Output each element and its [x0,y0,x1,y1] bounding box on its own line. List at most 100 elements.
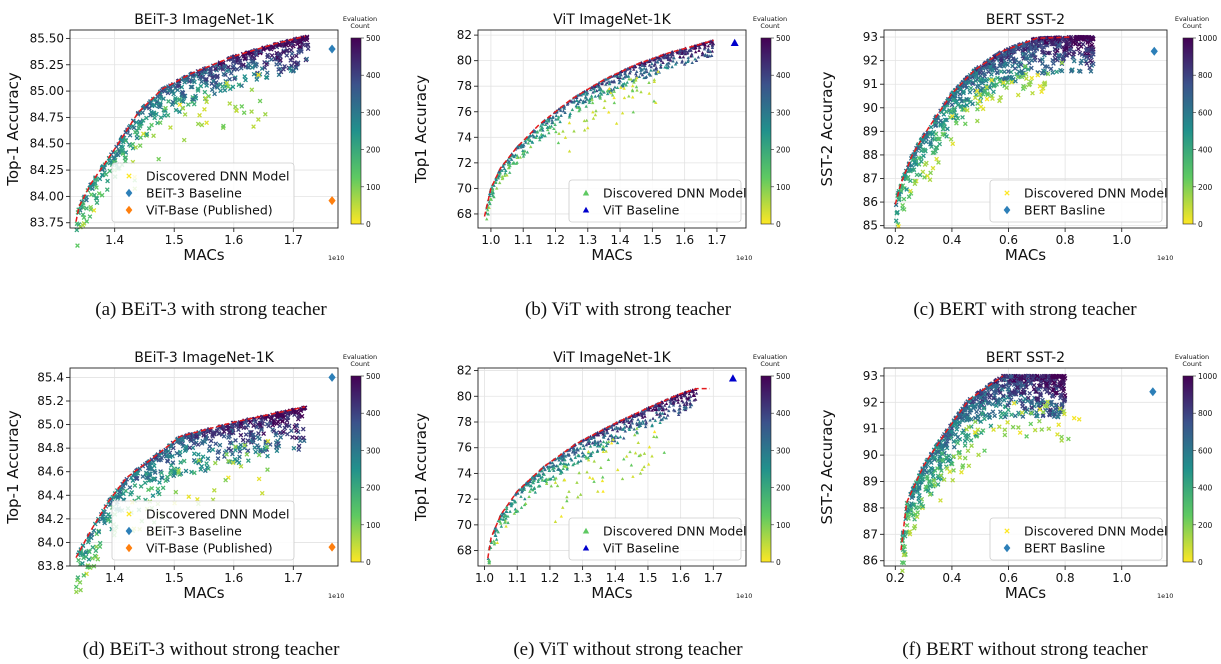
discovered-point-x [164,474,170,480]
discovered-point-x [1071,51,1076,57]
colorbar-tick-label: 200 [776,484,791,493]
discovered-point-x [938,498,943,503]
discovered-point-x [1027,81,1033,87]
discovered-point-triangle [632,427,636,431]
discovered-point-triangle [559,113,563,117]
discovered-point-triangle [602,105,606,110]
discovered-point-triangle [506,163,511,167]
discovered-point-x [933,131,939,137]
discovered-point-x [224,68,230,74]
x-tick-label: 1.7 [284,233,303,247]
discovered-point-x [252,61,258,67]
discovered-point-triangle [488,202,492,206]
discovered-point-x [1023,76,1029,81]
discovered-point-x [188,84,194,90]
discovered-point-x [955,115,961,121]
baseline-marker [728,374,737,382]
discovered-point-x [1073,41,1079,47]
discovered-point-x [291,445,297,451]
panel-caption: (d) BEiT-3 without strong teacher [83,639,340,660]
discovered-point-x [930,473,936,479]
discovered-point-x [305,42,311,48]
discovered-point-x [960,114,965,120]
discovered-point-triangle [569,457,573,461]
discovered-point-x [294,61,300,67]
discovered-point-x [193,459,199,465]
discovered-point-x [212,460,218,466]
discovered-point-x [179,84,185,90]
discovered-point-triangle [583,95,588,99]
y-axis-label: Top-1 Accuracy [4,72,22,187]
discovered-point-x [97,544,103,550]
discovered-point-x [269,57,274,62]
discovered-point-triangle [508,509,512,513]
discovered-point-triangle [664,401,669,406]
colorbar-title: Evaluation [1175,15,1209,23]
discovered-point-x [1032,55,1038,60]
discovered-point-x [984,85,990,90]
plot-frame [883,29,1168,229]
discovered-point-x [917,172,923,178]
discovered-point-x [1009,79,1015,85]
discovered-point-triangle [596,489,600,493]
discovered-point-triangle [661,411,665,415]
discovered-point-x [171,91,177,97]
discovered-point-triangle [604,82,608,86]
discovered-point-x [949,113,955,119]
colorbar-tick-label: 0 [366,220,371,229]
colorbar-title: Count [1182,22,1202,30]
x-tick-label: 1.4 [105,233,124,247]
discovered-point-x [911,167,917,173]
discovered-point-triangle [693,46,697,50]
discovered-point-x [285,48,290,53]
discovered-point-x [254,77,260,82]
discovered-point-triangle [505,506,509,510]
discovered-point-x [920,147,926,152]
discovered-point-x [998,414,1004,420]
discovered-point-triangle [488,191,492,196]
discovered-point-x [1029,75,1035,81]
x-tick-label: 0.2 [886,233,905,247]
discovered-point-x [254,424,260,430]
discovered-point-triangle [497,174,501,178]
discovered-point-x [205,428,210,434]
discovered-point-triangle [634,72,638,76]
discovered-point-x [1013,44,1019,50]
legend-label: ViT Baseline [603,203,680,218]
y-tick-label: 89 [863,124,878,138]
discovered-point-triangle [647,71,651,75]
discovered-point-triangle [622,457,626,461]
discovered-point-x [1037,83,1043,89]
discovered-point-x [1035,72,1041,78]
discovered-point-x [954,426,960,432]
discovered-point-x [977,87,983,93]
discovered-point-x [1089,42,1095,48]
discovered-point-x [907,178,913,184]
discovered-point-x [204,80,209,86]
discovered-point-x [982,77,988,83]
discovered-point-triangle [546,117,550,121]
discovered-point-x [289,55,295,61]
y-tick-label: 72 [457,156,472,170]
discovered-point-x [996,424,1002,430]
discovered-point-x [977,76,983,82]
discovered-point-x [1089,47,1094,52]
discovered-point-x [988,423,994,429]
discovered-point-x [84,571,89,577]
discovered-point-x [285,431,290,437]
discovered-point-x [159,470,164,476]
discovered-point-x [84,206,89,211]
legend-marker-diamond [125,205,133,215]
discovered-point-triangle [655,60,660,64]
y-axis-label: SST-2 Accuracy [818,409,836,524]
discovered-point-x [99,192,105,198]
discovered-point-triangle [595,448,600,452]
discovered-point-x [80,222,86,228]
discovered-point-x [104,187,110,193]
discovered-point-x [185,102,191,107]
discovered-point-x [968,437,974,443]
discovered-point-x [896,196,902,202]
discovered-point-triangle [527,134,532,138]
